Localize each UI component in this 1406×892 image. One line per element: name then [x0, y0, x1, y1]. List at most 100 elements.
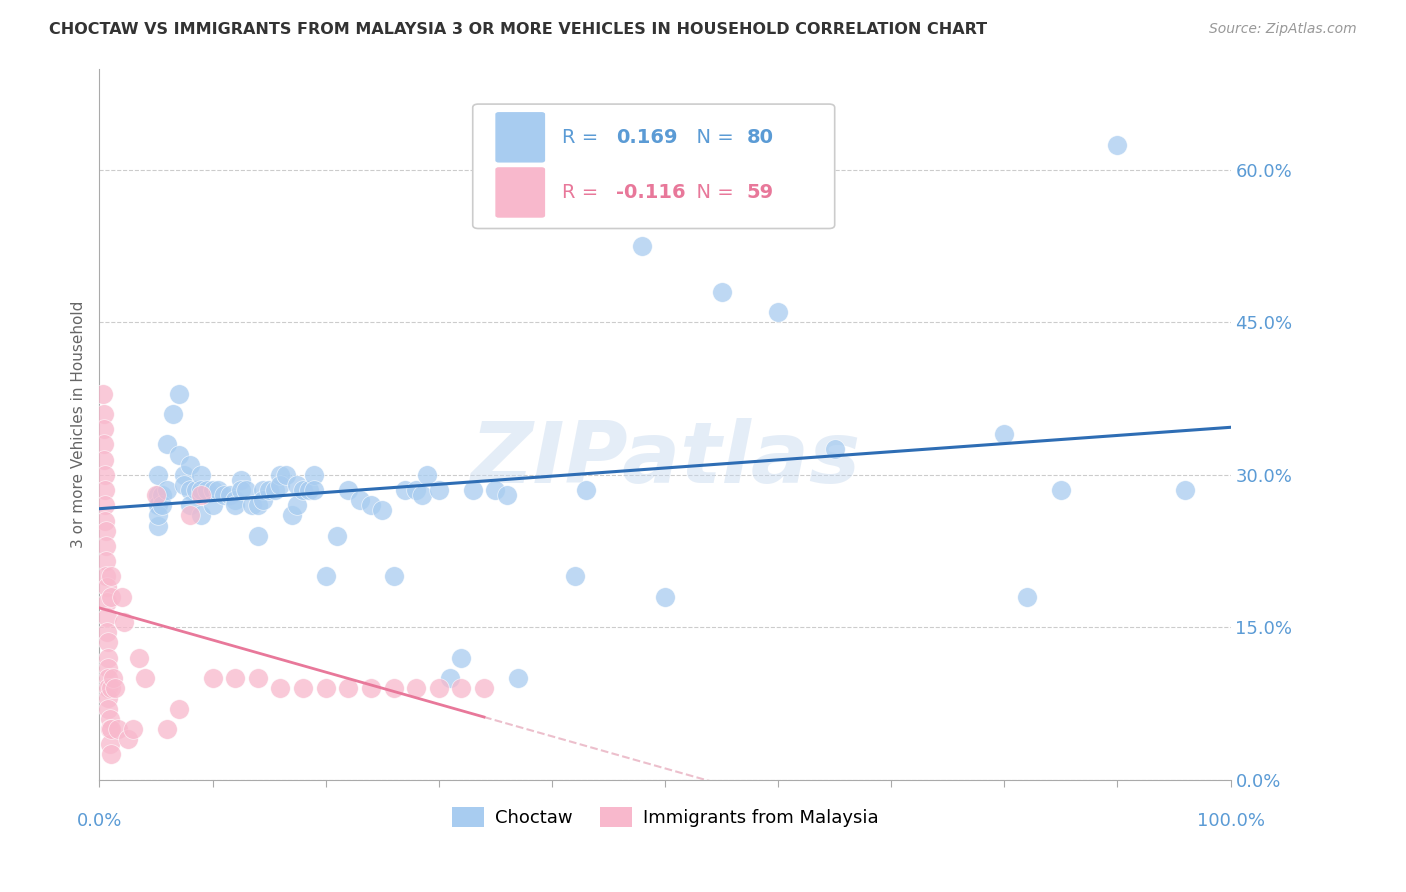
- Point: [427, 681, 450, 696]
- Point: [156, 722, 179, 736]
- Point: [360, 681, 382, 696]
- Point: [224, 499, 246, 513]
- Point: [156, 483, 179, 497]
- Point: [148, 499, 170, 513]
- Point: [184, 483, 207, 497]
- Point: [112, 615, 135, 629]
- Point: [263, 483, 285, 497]
- Point: [94, 467, 117, 482]
- Point: [97, 635, 120, 649]
- Point: [304, 467, 326, 482]
- Point: [107, 722, 129, 736]
- Point: [150, 488, 173, 502]
- Point: [411, 488, 433, 502]
- Point: [371, 503, 394, 517]
- Point: [100, 590, 122, 604]
- Point: [167, 701, 190, 715]
- Point: [97, 681, 120, 696]
- Point: [98, 722, 121, 736]
- Text: -0.116: -0.116: [616, 183, 686, 202]
- Point: [93, 407, 115, 421]
- Point: [304, 483, 326, 497]
- Text: N =: N =: [685, 128, 740, 147]
- Point: [292, 483, 315, 497]
- Point: [145, 488, 167, 502]
- Point: [91, 386, 114, 401]
- Point: [575, 483, 598, 497]
- Point: [134, 671, 156, 685]
- Point: [179, 508, 201, 523]
- Point: [96, 580, 118, 594]
- Point: [450, 650, 472, 665]
- Point: [93, 422, 115, 436]
- Point: [94, 499, 117, 513]
- Point: [218, 488, 240, 502]
- Text: CHOCTAW VS IMMIGRANTS FROM MALAYSIA 3 OR MORE VEHICLES IN HOUSEHOLD CORRELATION : CHOCTAW VS IMMIGRANTS FROM MALAYSIA 3 OR…: [49, 22, 987, 37]
- Point: [246, 499, 269, 513]
- Text: 80: 80: [747, 128, 773, 147]
- Point: [100, 569, 122, 583]
- Point: [654, 590, 676, 604]
- Point: [292, 681, 315, 696]
- Point: [148, 488, 170, 502]
- Point: [484, 483, 506, 497]
- Point: [96, 610, 118, 624]
- Point: [100, 681, 122, 696]
- Point: [224, 493, 246, 508]
- Point: [326, 529, 349, 543]
- Point: [360, 499, 382, 513]
- Point: [173, 467, 195, 482]
- Point: [97, 661, 120, 675]
- Point: [150, 499, 173, 513]
- Point: [148, 508, 170, 523]
- Point: [229, 483, 252, 497]
- Point: [148, 518, 170, 533]
- Point: [506, 671, 529, 685]
- Point: [240, 499, 263, 513]
- Point: [207, 483, 229, 497]
- Point: [405, 681, 427, 696]
- Point: [201, 499, 224, 513]
- Point: [97, 650, 120, 665]
- Point: [201, 671, 224, 685]
- Point: [298, 483, 321, 497]
- Point: [148, 467, 170, 482]
- Point: [993, 427, 1015, 442]
- Point: [96, 539, 118, 553]
- Point: [405, 483, 427, 497]
- Point: [148, 499, 170, 513]
- Point: [1015, 590, 1038, 604]
- Point: [104, 681, 127, 696]
- Point: [190, 467, 212, 482]
- Point: [190, 508, 212, 523]
- Point: [94, 514, 117, 528]
- Point: [201, 483, 224, 497]
- Text: 0.0%: 0.0%: [77, 812, 122, 830]
- Point: [117, 731, 139, 746]
- Point: [94, 483, 117, 497]
- Point: [631, 239, 654, 253]
- Point: [280, 508, 302, 523]
- Point: [96, 569, 118, 583]
- Point: [173, 478, 195, 492]
- Point: [564, 569, 586, 583]
- Point: [315, 569, 337, 583]
- FancyBboxPatch shape: [472, 104, 835, 228]
- Point: [439, 671, 461, 685]
- Text: Source: ZipAtlas.com: Source: ZipAtlas.com: [1209, 22, 1357, 37]
- Point: [122, 722, 145, 736]
- Point: [96, 625, 118, 640]
- Point: [167, 448, 190, 462]
- Point: [96, 524, 118, 538]
- Text: R =: R =: [562, 183, 605, 202]
- Point: [97, 671, 120, 685]
- Point: [427, 483, 450, 497]
- Point: [269, 681, 291, 696]
- Point: [96, 554, 118, 568]
- Point: [337, 681, 360, 696]
- Point: [93, 437, 115, 451]
- Point: [212, 488, 235, 502]
- Point: [167, 386, 190, 401]
- Text: 59: 59: [747, 183, 773, 202]
- Point: [179, 483, 201, 497]
